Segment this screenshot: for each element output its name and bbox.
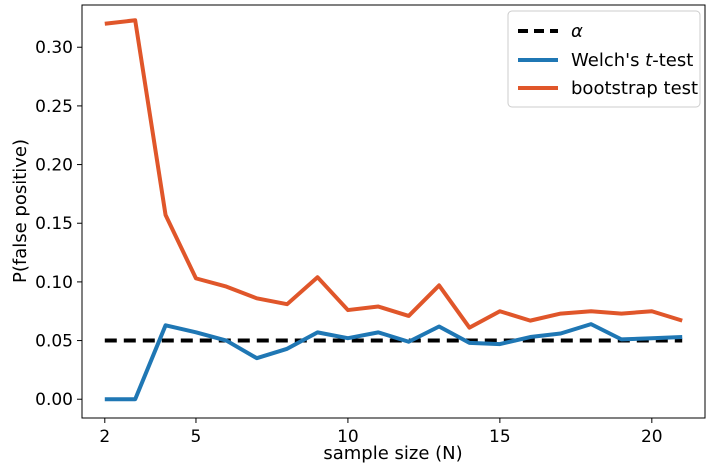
plot-frame [81,4,706,419]
legend-bootstrap-label: bootstrap test [571,78,698,99]
legend-welch-label: Welch's t-test [571,50,693,71]
x-axis-label: sample size (N) [323,443,462,464]
legend-alpha-label: α [571,21,583,42]
legend-welch-label-pre: Welch's [571,50,645,71]
legend-welch-label-post: -test [652,50,693,71]
legend: α Welch's t-test bootstrap test [507,10,701,108]
y-tick-label: 0.15 [35,214,73,234]
y-tick-label: 0.20 [35,156,73,176]
series-line-bootstrap [104,18,683,330]
series-lines [104,18,683,402]
y-axis-label: P(false positive) [10,139,31,283]
legend-box [507,10,701,108]
x-axis-ticks: 2 5 10 15 20 [99,418,663,447]
x-tick-label: 15 [489,427,511,447]
y-tick-label: 0.00 [35,390,73,410]
legend-welch-label-t: t [645,50,653,71]
series-line-welch [104,322,683,402]
y-tick-label: 0.05 [35,332,73,352]
y-tick-label: 0.30 [35,38,73,58]
y-tick-label: 0.25 [35,97,73,117]
x-tick-label: 2 [99,427,110,447]
x-tick-label: 10 [337,427,359,447]
y-axis-ticks: 0.00 0.05 0.10 0.15 0.20 0.25 0.30 [35,38,82,410]
y-tick-label: 0.10 [35,273,73,293]
x-tick-label: 20 [641,427,663,447]
x-tick-label: 5 [191,427,202,447]
axes [81,4,706,419]
